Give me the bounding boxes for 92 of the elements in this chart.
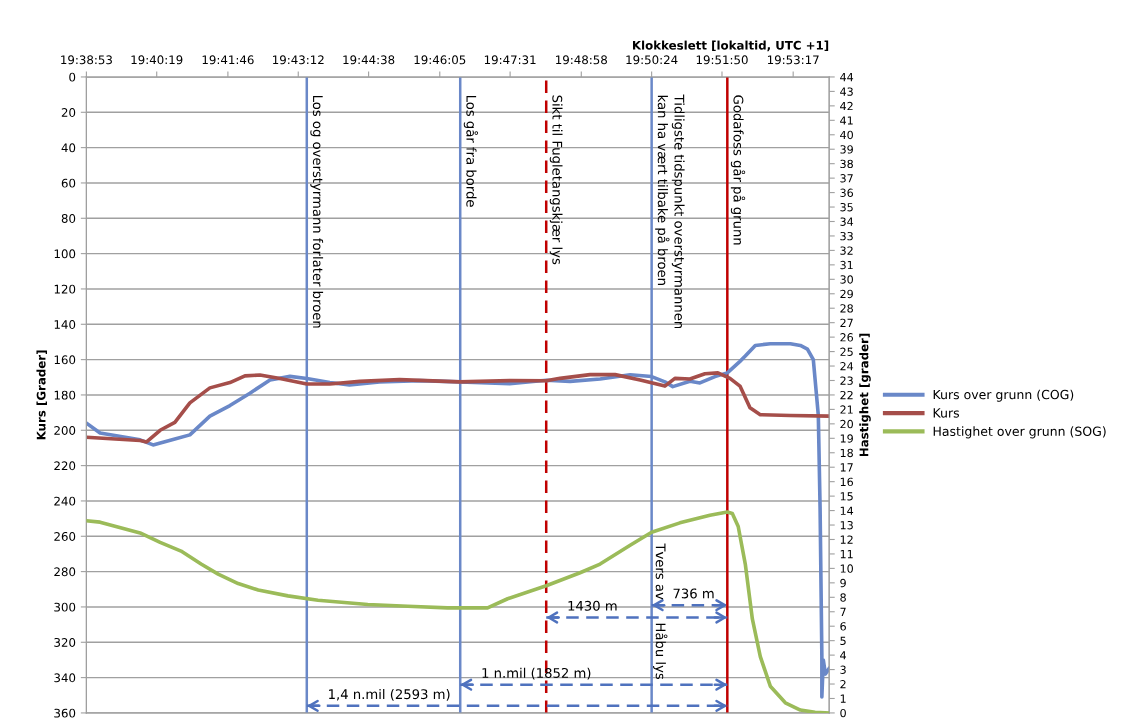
- legend-label: Kurs: [933, 408, 960, 418]
- y2-tick-label: 18: [840, 448, 853, 458]
- y2-tick-label: 8: [840, 593, 846, 602]
- y-tick-label: 220: [54, 461, 76, 471]
- y2-tick-label: 38: [840, 159, 853, 169]
- y2-tick-label: 32: [840, 246, 853, 255]
- x-tick-label: 19:43:12: [273, 55, 324, 65]
- y2-tick-label: 17: [840, 463, 853, 472]
- x-tick-label: 19:46:05: [414, 55, 466, 65]
- y2-tick-label: 33: [840, 231, 853, 241]
- y-tick-label: 240: [54, 496, 76, 506]
- x-tick-label: 19:47:31: [484, 55, 536, 65]
- y-tick-label: 200: [54, 426, 76, 435]
- y-tick-label: 0: [69, 72, 76, 82]
- y2-tick-label: 9: [840, 578, 846, 588]
- x-tick-label: 19:50:24: [626, 55, 678, 65]
- y-tick-label: 20: [61, 108, 76, 117]
- y2-tick-label: 43: [840, 87, 853, 96]
- y-axis-title: Kurs [Grader]: [36, 350, 47, 440]
- y2-tick-label: 10: [840, 564, 853, 573]
- y2-tick-label: 23: [840, 376, 853, 385]
- y-tick-label: 320: [54, 637, 76, 647]
- y2-tick-label: 30: [840, 275, 853, 284]
- y2-tick-label: 26: [840, 333, 854, 342]
- y2-tick-label: 21: [840, 405, 853, 414]
- y2-tick-label: 44: [840, 73, 854, 82]
- y2-tick-label: 14: [840, 506, 854, 515]
- y2-tick-label: 35: [840, 203, 853, 212]
- y2-tick-label: 34: [840, 217, 854, 226]
- y-tick-label: 360: [54, 708, 76, 718]
- ref-line-label: Los går fra borde: [463, 95, 479, 207]
- y2-tick-label: 0: [840, 708, 846, 718]
- x-tick-label: 19:48:58: [556, 55, 607, 65]
- y-tick-label: 40: [61, 143, 76, 153]
- x-tick-label: 19:51:50: [696, 55, 748, 65]
- y2-tick-label: 39: [840, 145, 853, 154]
- y2-tick-label: 31: [840, 260, 853, 270]
- y-tick-label: 140: [54, 320, 76, 329]
- annotation: 736 m: [673, 588, 714, 599]
- ref-line-label: Los og overstyrmann forlater broen: [310, 95, 324, 328]
- y2-tick-label: 20: [840, 419, 853, 429]
- legend-label: Hastighet over grunn (SOG): [933, 426, 1106, 439]
- y-tick-label: 340: [54, 673, 76, 683]
- y2-tick-label: 11: [840, 550, 853, 559]
- y2-tick-label: 4: [840, 651, 847, 660]
- y2-tick-label: 16: [840, 477, 854, 487]
- y2-tick-label: 41: [840, 116, 853, 125]
- y2-tick-label: 6: [840, 622, 846, 631]
- y2-tick-label: 1: [840, 694, 846, 703]
- y2-tick-label: 19: [840, 434, 853, 443]
- y2-tick-label: 27: [840, 318, 853, 327]
- y-tick-label: 80: [61, 214, 76, 223]
- annotation: Tvers av: [655, 543, 666, 600]
- ref-line-label: Tidligste tidspunkt overstyrmannen kan ha vært tilbake på broen: [655, 94, 685, 329]
- annotation: 1 n.mil (1852 m): [482, 667, 591, 680]
- y2-tick-label: 12: [840, 535, 853, 544]
- y2-axis-title: Hastighet [grader]: [859, 333, 871, 457]
- x-tick-label: 19:41:46: [202, 55, 254, 65]
- x-tick-label: 19:44:38: [343, 55, 395, 65]
- y2-tick-label: 24: [840, 362, 854, 371]
- y2-tick-label: 7: [840, 607, 846, 616]
- annotation: Håbu lys: [653, 623, 668, 680]
- y2-tick-label: 22: [840, 390, 853, 400]
- legend-label: Kurs over grunn (COG): [933, 389, 1074, 402]
- y-tick-label: 280: [54, 567, 76, 577]
- y2-tick-label: 25: [840, 347, 853, 356]
- y2-tick-label: 37: [840, 174, 853, 183]
- y2-tick-label: 42: [840, 101, 853, 111]
- y2-tick-label: 28: [840, 304, 853, 313]
- y-tick-label: 180: [54, 390, 76, 400]
- y-tick-label: 260: [54, 532, 76, 541]
- y2-tick-label: 29: [840, 289, 853, 299]
- y2-tick-label: 40: [840, 130, 853, 140]
- y-tick-label: 160: [54, 355, 76, 365]
- x-axis-title: Klokkeslett [lokaltid, UTC +1]: [632, 40, 829, 52]
- y2-tick-label: 5: [840, 636, 846, 646]
- ref-line-label: Sikt til Fugletangskjær lys: [549, 95, 563, 265]
- annotation: 1,4 n.mil (2593 m): [329, 688, 450, 701]
- x-tick-label: 19:38:53: [61, 55, 112, 65]
- y-tick-label: 100: [54, 249, 76, 259]
- y2-tick-label: 2: [840, 680, 846, 689]
- y2-tick-label: 36: [840, 188, 854, 197]
- y-tick-label: 120: [54, 284, 76, 294]
- x-tick-label: 19:53:17: [767, 55, 819, 65]
- ref-line-label: Godafoss går på grunn: [730, 95, 746, 245]
- annotation: 1430 m: [568, 600, 617, 611]
- y2-tick-label: 15: [840, 492, 853, 501]
- y2-tick-label: 3: [840, 665, 846, 674]
- y-tick-label: 60: [61, 178, 76, 188]
- y2-tick-label: 13: [840, 521, 853, 530]
- y-tick-label: 300: [54, 602, 76, 612]
- x-tick-label: 19:40:19: [131, 55, 183, 65]
